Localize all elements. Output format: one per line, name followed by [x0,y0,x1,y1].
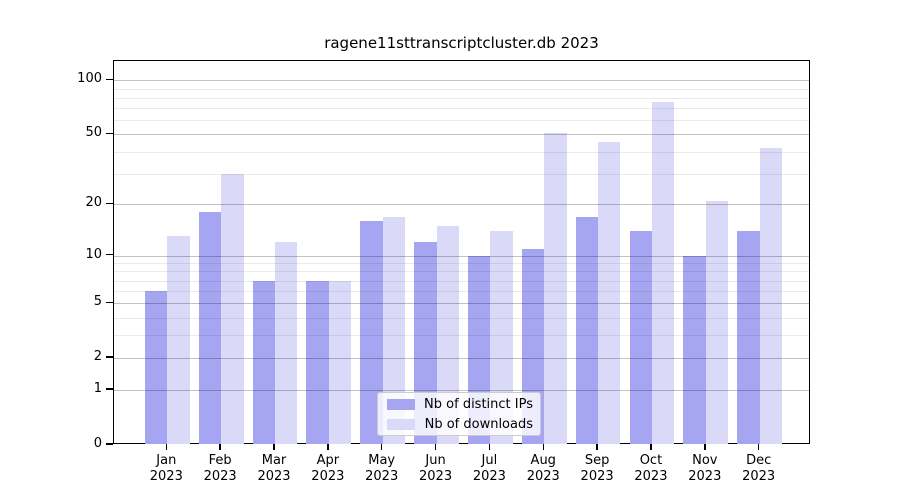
gridline [114,255,809,257]
bar-ips-oct [629,231,652,444]
y-tick-mark [106,202,113,205]
y-tick-label: 100 [77,71,102,87]
gridline [114,291,809,293]
legend-label-downloads: Nb of downloads [424,416,533,432]
gridline [114,204,809,206]
y-tick-label: 10 [85,246,102,262]
legend-row-downloads: Nb of downloads [385,416,533,433]
gridline [114,80,809,82]
bar-ips-nov [683,255,706,444]
y-tick-mark [106,388,113,390]
bar-downloads-apr [328,280,352,444]
x-tick-label-may: May 2023 [365,453,399,484]
y-tick-label: 5 [93,294,102,310]
gridline [114,358,809,360]
x-tick-mark [757,444,760,450]
y-tick-mark [106,78,113,81]
bar-downloads-sep [598,142,621,444]
y-tick-mark [106,443,113,445]
gridline [114,335,809,337]
x-tick-label-mar: Mar 2023 [257,453,291,484]
gridline [114,263,809,265]
y-tick-mark [106,253,113,256]
x-tick-mark [650,444,652,450]
y-tick-label: 50 [85,125,102,141]
bar-ips-may [360,221,383,444]
gridline [114,151,809,153]
y-tick-mark [106,301,113,304]
gridline [114,303,809,305]
bar-ips-jan [144,291,168,444]
y-tick-label: 20 [85,195,102,211]
x-tick-label-dec: Dec 2023 [742,453,776,484]
x-tick-mark [380,444,383,450]
bar-downloads-jul [490,231,513,444]
y-tick-label: 2 [93,349,102,365]
x-tick-mark [542,444,544,450]
gridline [114,120,809,122]
x-tick-label-jan: Jan 2023 [149,453,183,484]
plot-area [113,60,810,444]
gridline [114,317,809,319]
bar-ips-sep [575,216,599,444]
x-tick-label-apr: Apr 2023 [311,453,345,484]
bar-downloads-feb [221,173,244,444]
x-tick-label-aug: Aug 2023 [526,453,560,484]
bar-downloads-oct [651,101,675,444]
x-tick-label-sep: Sep 2023 [580,453,614,484]
gridline [114,108,809,110]
legend-swatch-distinct-ips [387,398,415,410]
bar-downloads-may [382,216,406,444]
legend: Nb of distinct IPs Nb of downloads [377,392,541,436]
x-tick-mark [273,444,275,450]
x-tick-mark [434,444,437,450]
bar-downloads-aug [544,132,567,444]
chart-title: ragene11sttranscriptcluster.db 2023 [324,34,599,52]
bar-downloads-mar [275,242,298,444]
gridline [114,88,809,90]
x-tick-mark [327,444,329,450]
gridline [114,280,809,282]
x-tick-label-feb: Feb 2023 [203,453,237,484]
bar-downloads-jan [167,236,190,444]
y-tick-mark [106,132,113,135]
y-tick-mark [106,356,113,358]
gridline [114,134,809,136]
bar-ips-feb [198,212,222,444]
bar-ips-dec [737,231,760,444]
bar-downloads-jun [436,225,459,444]
legend-label-distinct-ips: Nb of distinct IPs [424,396,533,412]
x-tick-label-oct: Oct 2023 [634,453,668,484]
y-tick-label: 0 [93,436,102,451]
x-tick-mark [219,444,221,450]
bar-downloads-nov [705,200,729,444]
x-tick-mark [596,444,598,450]
x-tick-mark [165,444,168,450]
x-tick-mark [488,444,491,450]
legend-swatch-downloads [387,418,415,430]
gridline [114,271,809,273]
bar-downloads-dec [759,147,783,444]
gridline [114,390,809,392]
x-tick-mark [704,444,706,450]
x-tick-label-jun: Jun 2023 [419,453,453,484]
bar-ips-mar [252,280,275,444]
bar-ips-apr [306,280,329,444]
x-tick-label-nov: Nov 2023 [688,453,722,484]
gridline [114,97,809,99]
y-tick-label: 1 [93,381,102,397]
x-tick-label-jul: Jul 2023 [472,453,506,484]
legend-row-distinct-ips: Nb of distinct IPs [385,396,533,413]
gridline [114,173,809,175]
